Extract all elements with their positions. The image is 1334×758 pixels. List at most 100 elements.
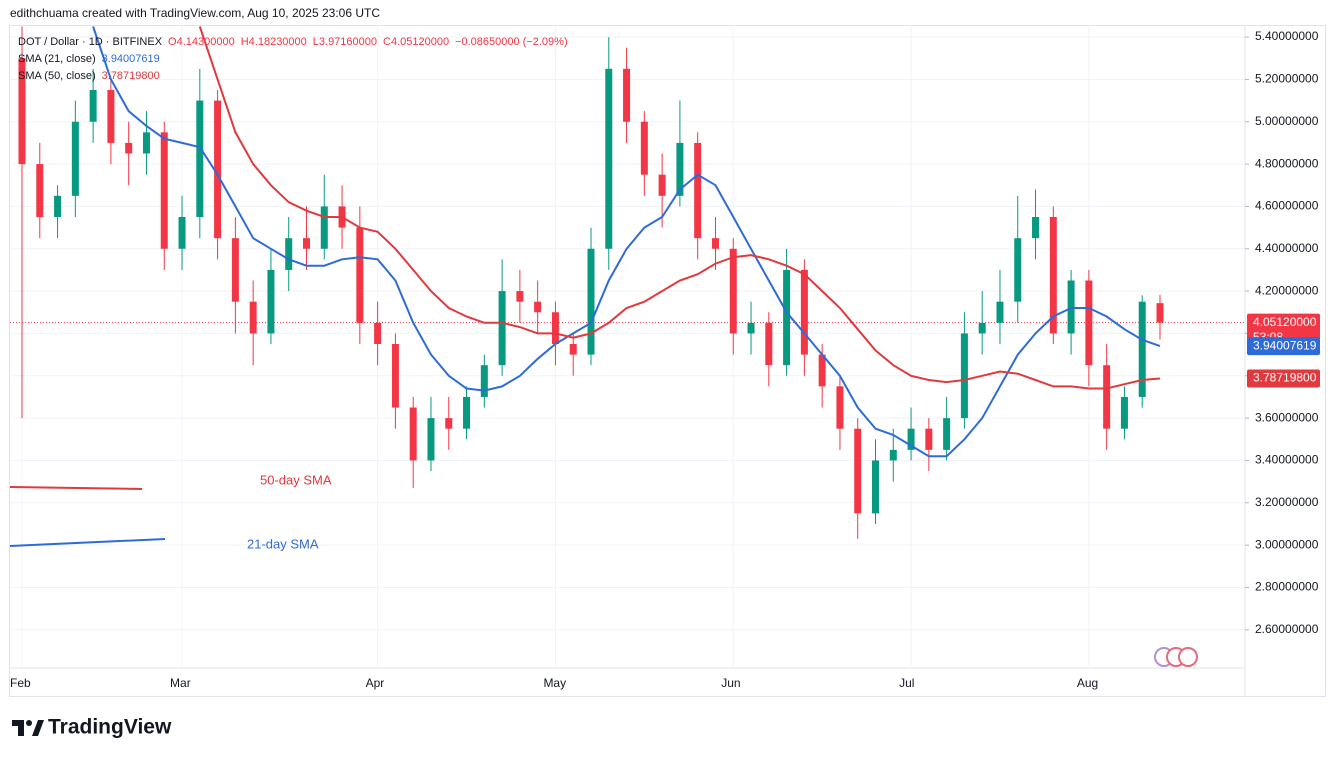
candle-body [196,100,204,218]
candle-body [978,322,986,334]
annotation: 50-day SMA [260,472,332,487]
y-tick-label: 5.20000000 [1255,72,1319,86]
plot [10,25,1245,668]
candle-body [889,449,897,461]
y-tick-label: 3.00000000 [1255,537,1319,551]
candle-body [142,132,150,154]
ohlc-value: H4.18230000 [241,36,307,48]
ohlc-value: C4.05120000 [383,36,449,48]
y-tick-label: 4.40000000 [1255,241,1319,255]
candle-body [1067,280,1075,334]
y-tick-label: 3.40000000 [1255,453,1319,467]
price-badge-label: 3.78719800 [1253,371,1317,385]
candle-body [569,344,577,355]
logo-mark [32,720,44,736]
price-badge [1247,369,1320,388]
candle-body [996,301,1004,323]
candle-body [36,164,44,218]
legend-name: SMA (21, close) [18,53,96,65]
candle-body [445,418,453,429]
candle-body [747,322,755,334]
y-tick-label: 4.20000000 [1255,283,1319,297]
price-badge-label: 4.05120000 [1253,315,1317,329]
watermark-icons [1154,647,1198,667]
candle-body [854,428,862,514]
y-tick-label: 3.20000000 [1255,495,1319,509]
candle-body [409,407,417,461]
candle-body [872,460,879,514]
symbol: DOT / Dollar · 1D · BITFINEX [18,36,163,48]
candle-body [1103,365,1111,429]
credit: edithchuama created with TradingView.com… [10,6,380,20]
candle-body [587,248,595,355]
candle-body [640,121,648,175]
candle-body [925,428,933,450]
candle-body [1032,217,1040,239]
x-tick-label: Aug [1077,676,1098,690]
candle-body [676,142,684,196]
candle-body [18,58,26,165]
candle-body [427,418,435,461]
legend-value: 3.94007619 [102,53,160,65]
sma-line [92,26,1161,458]
candle-body [107,89,115,143]
candle-body [391,344,399,408]
x-tick-label: Jul [899,676,914,690]
annotation-line [9,538,166,547]
candle-body [907,428,915,450]
y-tick-label: 2.60000000 [1255,622,1319,636]
candle-body [1138,301,1146,397]
candle-body [160,132,168,249]
x-tick-label: Apr [366,676,385,690]
candle-body [267,269,275,334]
candle-body [943,418,951,450]
candle-body [516,291,524,302]
candle-body [694,142,702,239]
candle-body [960,333,968,419]
sma-line [198,26,1161,390]
x-tick-label: May [543,676,566,690]
annotation: 21-day SMA [247,536,319,551]
candle-body [800,269,808,355]
candle-body [374,322,382,345]
annotation-line [9,486,143,490]
price-badge-label: 3.94007619 [1253,338,1317,352]
y-tick-label: 3.60000000 [1255,410,1319,424]
candle-body [178,217,186,249]
candle-body [356,227,364,323]
candle-body [711,238,719,249]
candle-body [658,174,666,196]
brand-logo [12,720,44,736]
logo-mark [26,720,32,726]
candle-body [498,291,506,366]
candle-body [551,312,559,345]
legend-name: SMA (50, close) [18,70,96,82]
candle-body [1049,217,1057,334]
icon [1178,647,1198,667]
candle-body [285,238,293,270]
logo-mark [12,720,24,736]
chart-frame [9,25,1326,697]
candle-body [783,269,791,366]
candle-body [765,322,773,366]
candle-body [818,354,826,387]
candle-body [836,386,844,429]
y-tick-label: 4.80000000 [1255,156,1319,170]
candle-body [214,100,222,239]
candle-body [463,396,471,429]
candle-body [320,206,328,249]
candle-body [231,238,239,302]
candle-body [1014,238,1022,302]
x-tick-label: Jun [721,676,740,690]
candle-body [71,121,79,196]
brand-name: TradingView [48,716,172,739]
candle-body [480,365,488,397]
y-tick-label: 5.00000000 [1255,114,1319,128]
price-badge [1247,337,1320,356]
candle-body [605,68,613,249]
legend-value: 3.78719800 [102,70,160,82]
candle-body [89,89,97,122]
candle-body [729,248,737,334]
